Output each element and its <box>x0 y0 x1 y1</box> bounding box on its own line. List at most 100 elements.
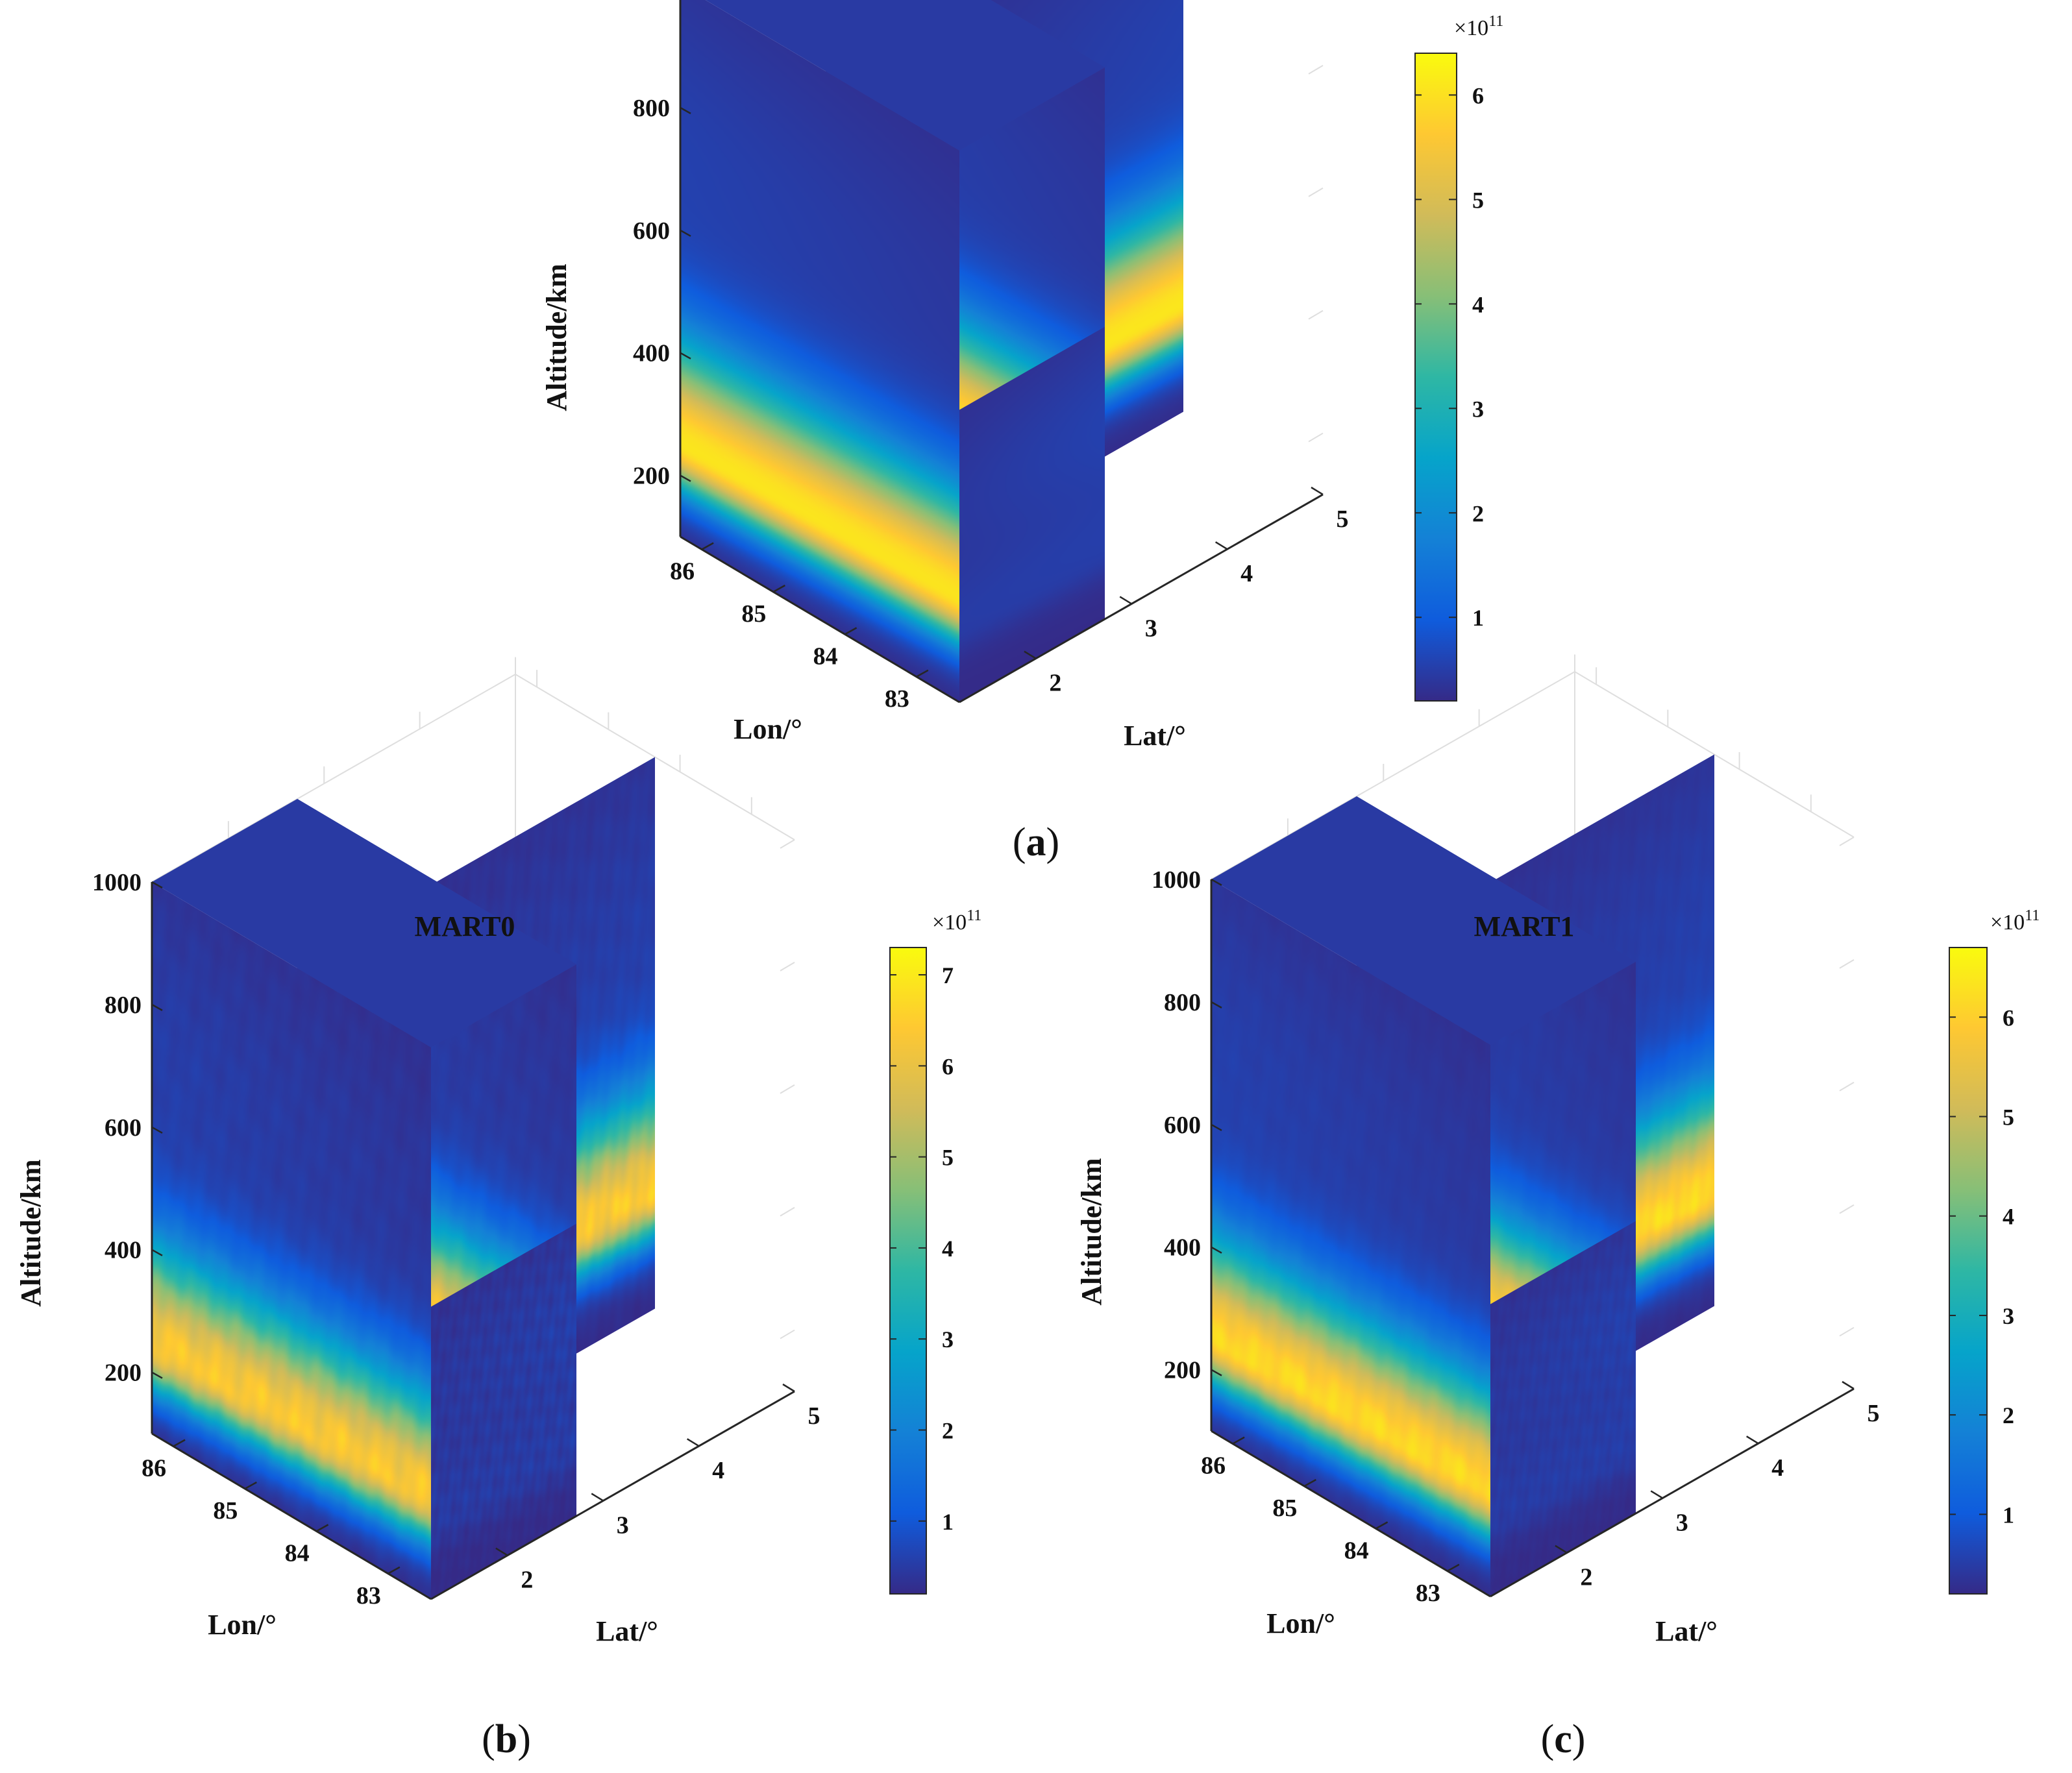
lon-tick-mark <box>701 542 714 550</box>
lat-tick-label: 2 <box>1580 1564 1592 1591</box>
altitude-tick-mark <box>151 1126 163 1134</box>
lon-tick-label: 84 <box>813 642 838 670</box>
lon-tick-label: 85 <box>1272 1495 1297 1522</box>
altitude-tick-label: 800 <box>105 992 142 1019</box>
panel-title: MART0 <box>415 911 515 942</box>
altitude-tick-mark <box>151 1249 163 1256</box>
lat-axis-line <box>959 493 1324 703</box>
colorbar-tick-label: 3 <box>1472 396 1484 422</box>
grid-tick-alt <box>780 1084 795 1094</box>
grid-tick-alt <box>780 839 795 849</box>
altitude-tick-mark <box>680 474 691 482</box>
colorbar-tick-label: 6 <box>942 1053 954 1079</box>
altitude-tick-mark <box>151 1371 163 1379</box>
lat-tick-mark <box>1745 1436 1759 1445</box>
colorbar: 1 2 3 4 5 6 <box>1414 53 1484 702</box>
colorbar-tick-label: 4 <box>1472 291 1484 317</box>
altitude-axis-ticks: 200 400 600 800 1000 <box>1152 866 1222 1384</box>
colorbar-tick-label: 1 <box>942 1509 954 1535</box>
panel-caption-letter: c <box>1554 1717 1572 1761</box>
panel-caption-letter: a <box>1026 820 1046 864</box>
lon-tick-label: 84 <box>285 1539 310 1567</box>
grid-tick-alt <box>780 1206 795 1217</box>
altitude-tick-label: 800 <box>633 95 670 122</box>
colorbar-exponent-power: 11 <box>967 907 981 924</box>
axis-lines <box>1210 879 1855 1598</box>
panel-caption: (b) <box>482 1717 531 1761</box>
lat-axis-ticks: 2 3 4 5 <box>495 1383 820 1594</box>
lon-axis-ticks: 83 84 85 86 <box>142 1439 401 1609</box>
grid-tick-alt <box>1839 837 1855 846</box>
lat-tick-label: 4 <box>1771 1454 1784 1482</box>
altitude-tick-label: 200 <box>1164 1357 1201 1384</box>
colorbar: 1 2 3 4 5 6 <box>1949 947 2014 1595</box>
colorbar-tick-label: 6 <box>2003 1005 2014 1031</box>
panel-c: MART1 200 400 600 800 1000 83 84 85 86 2 3 4 5 Alt… <box>1076 654 2040 1761</box>
lat-tick-label: 3 <box>1676 1509 1688 1536</box>
altitude-tick-mark <box>151 881 163 889</box>
altitude-axis-label: Altitude/km <box>15 1159 47 1306</box>
lat-tick-mark <box>1311 486 1324 496</box>
lon-tick-label: 85 <box>213 1497 238 1524</box>
altitude-tick-label: 200 <box>105 1360 142 1387</box>
colorbar-tick-label: 1 <box>1472 605 1484 631</box>
lat-tick-label: 4 <box>1240 560 1253 587</box>
altitude-tick-label: 600 <box>633 217 670 245</box>
colorbar-tick-label: 2 <box>1472 500 1484 526</box>
grid-tick-alt <box>1839 1081 1855 1092</box>
altitude-tick-label: 400 <box>105 1237 142 1264</box>
colorbar-tick-label: 5 <box>942 1145 954 1171</box>
colorbar-exponent-power: 11 <box>2025 907 2040 924</box>
lat-tick-mark <box>1650 1490 1663 1499</box>
lon-axis-line <box>151 1432 432 1600</box>
lon-tick-mark <box>916 669 929 678</box>
lat-tick-mark <box>1024 650 1037 659</box>
altitude-tick-label: 400 <box>633 340 670 367</box>
lat-tick-label: 3 <box>1145 615 1157 642</box>
lon-tick-label: 86 <box>670 558 695 585</box>
colorbar-gradient <box>889 947 927 1595</box>
colorbar-tick-label: 4 <box>2003 1204 2014 1230</box>
altitude-tick-label: 1000 <box>1152 866 1201 894</box>
grid-tick-alt <box>1308 187 1324 197</box>
lon-tick-mark <box>1303 1478 1316 1487</box>
panel-caption: (a) <box>1013 820 1059 864</box>
panel-caption: (c) <box>1541 1717 1586 1761</box>
lat-axis-label: Lat/° <box>1124 720 1186 752</box>
lon-axis-ticks: 83 84 85 86 <box>1201 1436 1460 1607</box>
lon-tick-label: 86 <box>142 1455 166 1482</box>
colorbar-gradient <box>1949 947 1988 1595</box>
lon-tick-mark <box>1375 1521 1388 1530</box>
lon-tick-label: 83 <box>885 685 909 713</box>
lat-tick-label: 2 <box>521 1567 533 1594</box>
lon-tick-mark <box>244 1481 257 1490</box>
lon-tick-mark <box>1447 1563 1460 1572</box>
lat-axis-label: Lat/° <box>1655 1615 1718 1647</box>
altitude-tick-label: 800 <box>1164 989 1201 1016</box>
colorbar-exponent-power: 11 <box>1488 13 1503 30</box>
lon-tick-mark <box>844 627 857 635</box>
lon-tick-mark <box>388 1566 401 1574</box>
lon-tick-mark <box>772 584 785 593</box>
colorbar-exponent: ×1011 <box>1454 13 1503 40</box>
slice-planes <box>152 757 655 1599</box>
colorbar: 1 2 3 4 5 6 7 <box>889 947 954 1595</box>
colorbar-tick-label: 2 <box>942 1417 954 1443</box>
altitude-axis-label: Altitude/km <box>541 263 573 411</box>
lat-tick-mark <box>686 1438 700 1447</box>
lat-tick-mark <box>1215 541 1228 550</box>
lon-tick-label: 83 <box>356 1582 381 1609</box>
altitude-tick-mark <box>1211 878 1222 886</box>
lon-tick-label: 85 <box>741 600 766 628</box>
lon-axis-label: Lon/° <box>734 713 802 745</box>
lat-tick-mark <box>591 1493 604 1502</box>
colorbar-tick-label: 3 <box>942 1327 954 1352</box>
colorbar-gradient <box>1414 53 1457 702</box>
colorbar-tick-label: 7 <box>942 962 954 988</box>
lon-axis-line <box>680 535 960 703</box>
colorbar-tick-label: 1 <box>2003 1502 2014 1528</box>
slice-planes <box>680 0 1183 702</box>
lat-tick-mark <box>1555 1545 1568 1554</box>
lat-tick-mark <box>1119 596 1132 605</box>
